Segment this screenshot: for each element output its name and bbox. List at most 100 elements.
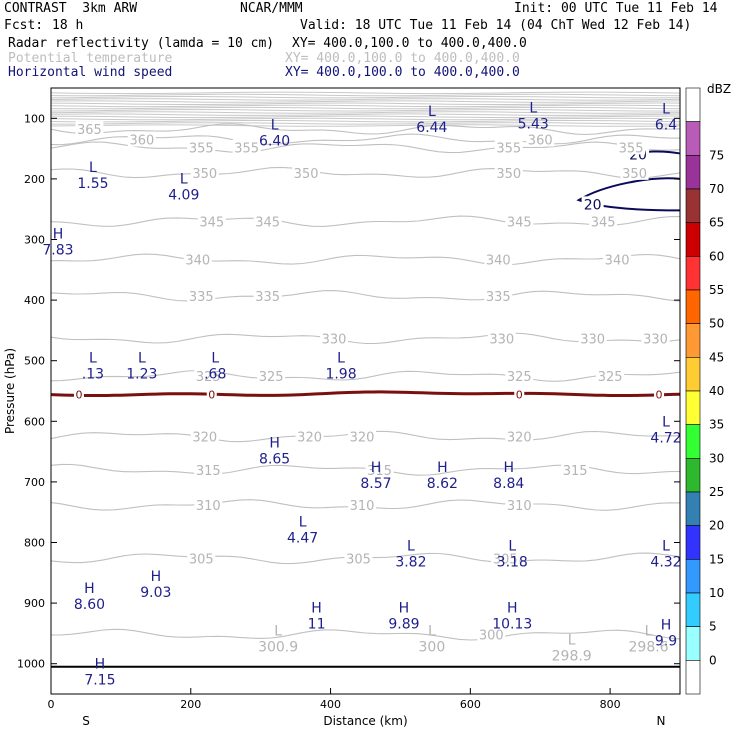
colorbar-tick-label: 55 — [709, 283, 724, 297]
melting-level-label: 0 — [75, 389, 82, 402]
y-tick-label: 1000 — [17, 658, 45, 671]
theta-label-bg — [183, 251, 212, 267]
x-tick-label: 400 — [320, 698, 341, 711]
theta-extremum-value: 300.9 — [258, 639, 298, 655]
extremum-value: 6.44 — [416, 120, 447, 136]
theta-contour — [50, 123, 681, 136]
extremum-letter: H — [371, 460, 382, 476]
extremum-letter: L — [428, 104, 436, 120]
org-label: NCAR/MMM — [240, 1, 303, 16]
theta-contour-label: 335 — [255, 290, 280, 305]
theta-label-bg — [344, 550, 373, 566]
colorbar-swatch — [685, 121, 701, 156]
theta-contour-label: 345 — [199, 215, 224, 230]
field-1-xy: XY= 400.0,100.0 to 400.0,400.0 — [292, 36, 527, 51]
extremum-letter: H — [84, 581, 95, 597]
colorbar-tick-label: 0 — [709, 653, 717, 667]
colorbar-tick-label: 20 — [709, 519, 724, 533]
melting-label-bg — [73, 388, 84, 401]
theta-label-bg — [197, 213, 226, 229]
theta-contour-label: 350 — [496, 167, 521, 182]
theta-band-line — [50, 115, 680, 119]
colorbar-tick-label: 15 — [709, 552, 724, 566]
extremum-letter: L — [662, 102, 670, 118]
colorbar-swatch — [685, 559, 701, 594]
x-tick-label: 600 — [460, 698, 481, 711]
theta-contour-label: 330 — [489, 332, 514, 347]
theta-contour-label: 325 — [507, 370, 532, 385]
theta-contour-label: 325 — [598, 370, 623, 385]
theta-band-line — [50, 96, 681, 99]
y-tick-label: 700 — [24, 476, 45, 489]
melting-level-line — [50, 390, 681, 397]
field-2-name: Potential temperature — [8, 51, 173, 66]
extremum-value: 7.15 — [84, 673, 115, 689]
theta-band-line — [50, 100, 681, 103]
theta-band-line — [50, 91, 681, 95]
theta-contour-label: 330 — [643, 332, 668, 347]
x-axis-label: Distance (km) — [323, 714, 407, 728]
theta-contour-label: 350 — [622, 167, 647, 182]
colorbar-swatch — [685, 188, 701, 223]
theta-label-bg — [578, 330, 607, 346]
theta-contour — [50, 332, 681, 345]
melting-level-label: 0 — [208, 389, 215, 402]
theta-label-bg — [494, 139, 523, 155]
theta-label-bg — [232, 139, 261, 155]
theta-contour-label: 305 — [346, 552, 371, 567]
theta-extremum-letter: L — [274, 623, 282, 639]
colorbar: 0 5 10 15 20 25 30 35 40 45 50 55 60 65 70 75 dBZ — [685, 82, 731, 695]
y-tick-label: 300 — [24, 234, 45, 247]
theta-band-line — [50, 93, 681, 97]
theta-band-line — [50, 102, 681, 105]
theta-label-bg — [292, 164, 321, 180]
colorbar-tick-label: 40 — [709, 384, 724, 398]
x-end-label-north: N — [657, 714, 666, 728]
extremum-letter: H — [311, 600, 322, 616]
theta-label-bg — [491, 550, 520, 566]
extremum-value: 1.55 — [77, 176, 108, 192]
theta-contour-label: 335 — [486, 290, 511, 305]
extremum-value: 8.62 — [427, 476, 458, 492]
colorbar-tick-label: 65 — [709, 216, 724, 230]
theta-contour-label: 305 — [493, 552, 518, 567]
theta-contour-label: 320 — [192, 430, 217, 445]
field-3-name: Horizontal wind speed — [8, 65, 173, 80]
colorbar-swatch — [685, 390, 701, 425]
melting-label-bg — [514, 388, 525, 401]
theta-contour-label: 325 — [196, 370, 221, 385]
extremum-letter: L — [407, 539, 415, 555]
y-tick-label: 900 — [24, 597, 45, 610]
extremum-value: 8.57 — [360, 476, 391, 492]
colorbar-swatch — [685, 592, 701, 627]
theta-contour-label: 360 — [129, 134, 154, 149]
theta-extremum-value: 298.6 — [629, 639, 669, 655]
contour-labels: 365 360 360 355 355 355 355 350 350 350 350 345 345 3… — [75, 121, 670, 644]
extremum-letter: H — [661, 617, 672, 633]
colorbar-swatch — [685, 222, 701, 257]
theta-contour-label: 355 — [234, 141, 259, 156]
colorbar-swatch — [685, 491, 701, 526]
theta-label-bg — [194, 496, 223, 512]
colorbar-unit: dBZ — [707, 82, 731, 96]
theta-extremum-value: 298.9 — [552, 648, 592, 664]
theta-contour-label: 310 — [507, 499, 532, 514]
extremum-value: 4.47 — [287, 530, 318, 546]
theta-label-bg — [620, 164, 649, 180]
extremum-value: 5.43 — [518, 116, 549, 132]
valid-time: Valid: 18 UTC Tue 11 Feb 14 (04 ChT Wed … — [300, 18, 692, 33]
extremum-value: 8.65 — [259, 452, 290, 468]
extremum-letter: L — [662, 539, 670, 555]
colorbar-tick-label: 75 — [709, 148, 724, 162]
extremum-letter: L — [211, 351, 219, 367]
theta-contour — [50, 141, 681, 154]
theta-contour-label: 340 — [185, 253, 210, 268]
theta-contour-label: 335 — [189, 290, 214, 305]
theta-extremum-letter: L — [645, 623, 653, 639]
extremum-value: 11 — [308, 616, 326, 632]
extremum-letter: L — [138, 351, 146, 367]
theta-band-line — [50, 104, 681, 108]
theta-band-line — [50, 98, 681, 101]
y-tick-label: 600 — [24, 415, 45, 428]
